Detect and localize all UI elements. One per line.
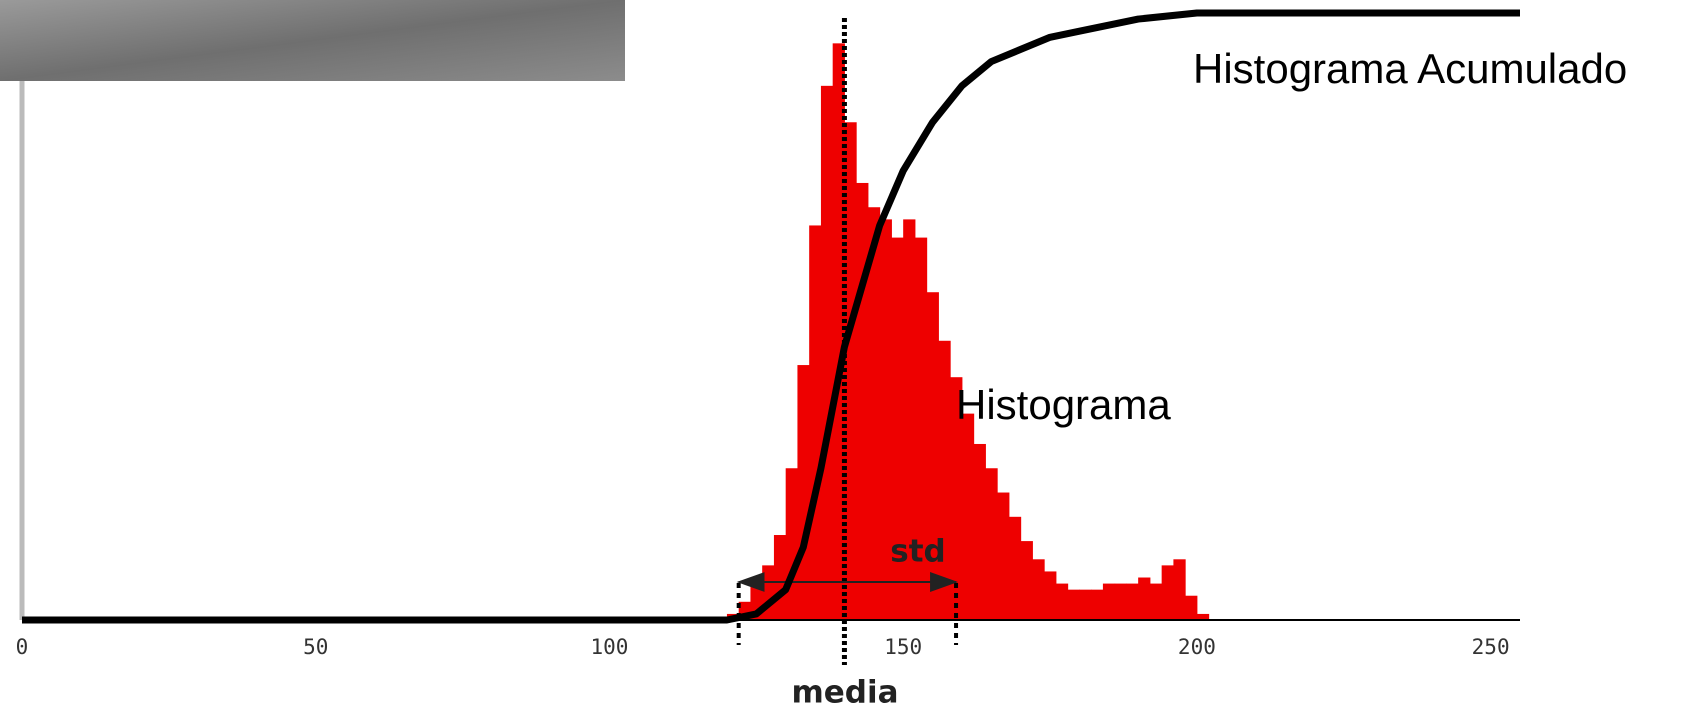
thumbnail-image — [0, 0, 625, 81]
x-tick-label: 200 — [1178, 635, 1216, 659]
histogram-bar — [1173, 559, 1186, 620]
histogram-bar — [832, 43, 845, 621]
cumulative-line — [22, 9, 1520, 624]
histogram-bar — [973, 443, 986, 620]
x-tick-label: 250 — [1472, 635, 1510, 659]
histogram-bar — [938, 340, 951, 620]
histogram-bar — [914, 237, 928, 620]
histogram-bar — [867, 207, 881, 621]
histogram-bar — [879, 219, 892, 620]
histogram-bar — [1196, 613, 1210, 620]
x-tick-label: 150 — [884, 635, 922, 659]
histogram-bar — [773, 535, 787, 620]
histogram-bar — [1102, 583, 1116, 620]
histogram-bar — [1185, 595, 1198, 620]
histogram-bar — [1055, 583, 1069, 620]
histogram-bar — [1126, 583, 1139, 620]
histogram-bar — [809, 225, 822, 620]
x-axis-label: media — [791, 675, 898, 704]
histogram-bar — [950, 377, 963, 620]
histogram-bar — [1032, 559, 1045, 620]
histogram-bar — [1044, 571, 1057, 620]
histogram-bar — [891, 237, 904, 620]
std-label: std — [890, 534, 945, 570]
histogram-bar — [1091, 589, 1104, 620]
histogram-bar — [1079, 589, 1092, 620]
histogram-bar — [903, 219, 916, 620]
histogram-bar — [961, 413, 975, 620]
histogram-bar — [1149, 583, 1163, 620]
x-tick-label: 100 — [590, 635, 628, 659]
histogram-bar — [785, 468, 798, 620]
histogram-bar — [1067, 589, 1080, 620]
x-tick-label: 0 — [16, 635, 29, 659]
histogram-bar — [1020, 541, 1033, 620]
histogram-bar — [844, 122, 857, 620]
series-label: Histograma Acumulado — [1193, 45, 1627, 92]
histogram-bar — [1114, 583, 1127, 620]
histogram-bar — [1008, 516, 1022, 620]
histogram-label: Histograma — [956, 381, 1171, 428]
x-tick-label: 50 — [303, 635, 328, 659]
histogram-bar — [985, 468, 998, 620]
histogram-bar — [997, 492, 1010, 620]
histogram-bar — [856, 182, 869, 620]
histogram-bar — [1161, 565, 1174, 620]
histogram-bar — [1138, 577, 1151, 620]
histogram-bar — [926, 292, 939, 620]
histogram-bar — [820, 85, 834, 621]
